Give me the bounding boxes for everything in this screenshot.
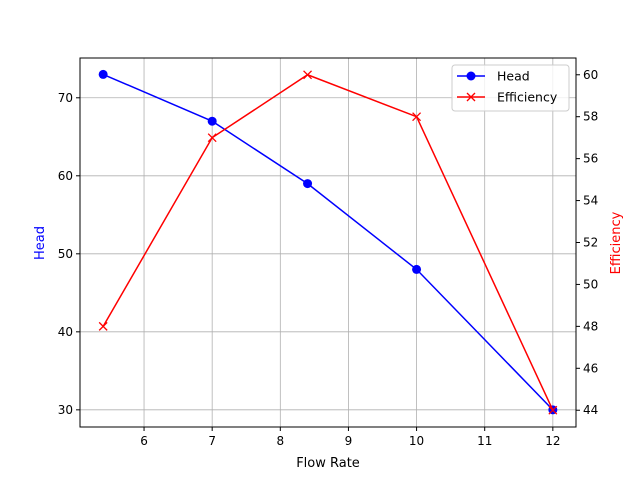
efficiency-point [207, 133, 217, 143]
x-tick-label: 7 [208, 434, 216, 448]
series [98, 69, 558, 415]
head-point [412, 264, 422, 274]
legend-label: Efficiency [497, 90, 558, 105]
y2-tick-label: 58 [583, 110, 598, 124]
y2-axis-ticks: 44 46 48 50 52 54 56 58 60 [576, 68, 598, 417]
y-tick-label: 70 [58, 91, 73, 105]
y2-tick-label: 48 [583, 319, 598, 333]
head-point [207, 116, 217, 126]
legend-label: Head [497, 69, 530, 84]
head-point [303, 179, 313, 189]
efficiency-point [98, 321, 108, 331]
efficiency-point [303, 70, 313, 80]
grid [80, 58, 576, 427]
y-axis-label: Head [33, 226, 48, 260]
y-tick-label: 50 [58, 247, 73, 261]
x-tick-label: 9 [345, 434, 353, 448]
y2-axis-label: Efficiency [609, 211, 624, 274]
legend: Head Efficiency [451, 64, 570, 112]
efficiency-point [548, 405, 558, 415]
efficiency-point [412, 112, 422, 122]
y2-tick-label: 44 [583, 403, 598, 417]
y2-tick-label: 60 [583, 68, 598, 82]
legend-marker [466, 71, 476, 81]
y-axis-ticks: 30 40 50 60 70 [58, 91, 80, 417]
y2-tick-label: 56 [583, 152, 598, 166]
y-tick-label: 30 [58, 403, 73, 417]
y-tick-label: 40 [58, 325, 73, 339]
x-axis-ticks: 6 7 8 9 10 11 12 [140, 427, 560, 448]
x-tick-label: 6 [140, 434, 148, 448]
y2-tick-label: 52 [583, 236, 598, 250]
x-tick-label: 12 [545, 434, 560, 448]
x-axis-label: Flow Rate [296, 456, 360, 471]
y2-tick-label: 54 [583, 194, 598, 208]
legend-marker [466, 92, 476, 102]
y2-tick-label: 46 [583, 361, 598, 375]
x-tick-label: 8 [276, 434, 284, 448]
y-tick-label: 60 [58, 169, 73, 183]
x-tick-label: 11 [477, 434, 492, 448]
y2-tick-label: 50 [583, 277, 598, 291]
x-tick-label: 10 [409, 434, 424, 448]
head-point [98, 69, 108, 79]
